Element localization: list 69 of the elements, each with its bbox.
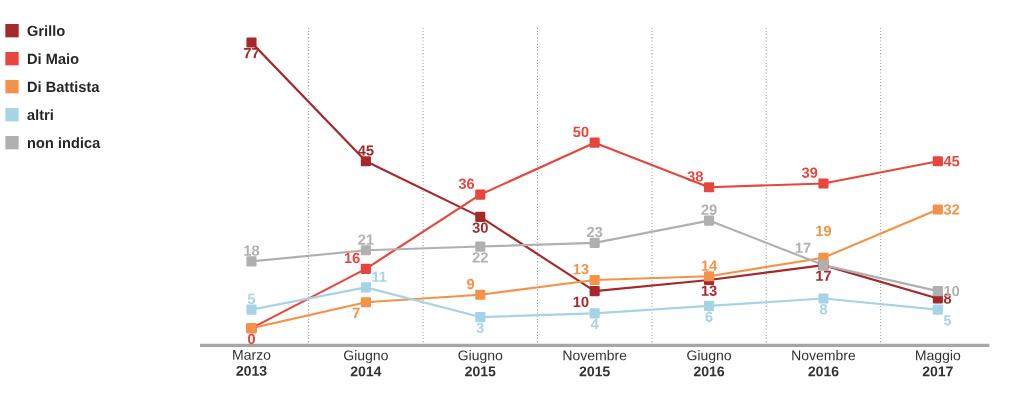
legend-label: Grillo [27, 25, 65, 37]
point [589, 237, 600, 248]
point [932, 304, 943, 315]
data-label: 10 [573, 296, 589, 308]
data-label: 9 [467, 278, 475, 290]
legend-label: Di Maio [27, 53, 79, 65]
data-label: 36 [458, 178, 475, 190]
data-label: 7 [352, 307, 360, 318]
data-label: 11 [372, 271, 387, 282]
data-label: 8 [819, 304, 828, 315]
x-tick-label: Novembre 2015 [563, 350, 627, 377]
point [932, 204, 943, 215]
data-label: 39 [801, 167, 818, 178]
point [589, 286, 600, 297]
data-label: 30 [472, 222, 488, 233]
point [932, 286, 943, 297]
data-label: 16 [344, 252, 360, 264]
x-tick-label: Giugno 2015 [458, 350, 503, 377]
point [818, 293, 829, 304]
point [475, 211, 486, 222]
data-label: 17 [816, 270, 831, 281]
point [475, 311, 486, 323]
data-label: 3 [476, 322, 484, 334]
data-label: 32 [943, 204, 960, 215]
data-label: 22 [472, 252, 488, 263]
x-tick-label: Maggio 2017 [916, 350, 961, 377]
data-label: 0 [247, 333, 255, 345]
x-tick-label: Giugno 2016 [687, 350, 732, 377]
data-label: 13 [701, 285, 717, 296]
data-label: 23 [587, 226, 603, 238]
legend-label: altri [27, 109, 53, 121]
data-label: 6 [705, 311, 713, 322]
data-label: 21 [358, 234, 374, 245]
point [589, 274, 600, 286]
point [932, 156, 943, 167]
point [360, 156, 371, 167]
point [360, 282, 371, 293]
data-label: 17 [795, 242, 811, 253]
x-tick-label: Marzo 2013 [233, 350, 271, 376]
data-label: 50 [573, 126, 589, 138]
point [703, 300, 715, 311]
point [703, 182, 715, 193]
point [246, 304, 257, 315]
point [589, 137, 600, 148]
point [246, 37, 257, 48]
data-label: 45 [357, 145, 374, 156]
data-label: 4 [590, 318, 599, 330]
data-label: 13 [573, 263, 589, 275]
data-label: 5 [943, 315, 952, 326]
data-label: 5 [247, 293, 256, 305]
point [703, 215, 715, 226]
point [475, 289, 486, 300]
x-tick-label: Giugno 2014 [344, 350, 388, 377]
point [475, 241, 486, 252]
point [360, 263, 371, 274]
point [589, 308, 600, 319]
data-label: 14 [701, 260, 718, 271]
x-tick-label: Novembre 2016 [792, 350, 856, 377]
data-label: 19 [816, 225, 832, 237]
legend-label: non indica [27, 137, 101, 149]
point [818, 178, 829, 189]
data-label: 45 [943, 156, 960, 167]
point [360, 245, 371, 256]
point [246, 256, 257, 267]
point [475, 189, 486, 200]
legend-label: Di Battista [27, 81, 100, 93]
data-label: 18 [244, 245, 260, 256]
data-label: 29 [701, 204, 717, 215]
point [360, 297, 371, 308]
